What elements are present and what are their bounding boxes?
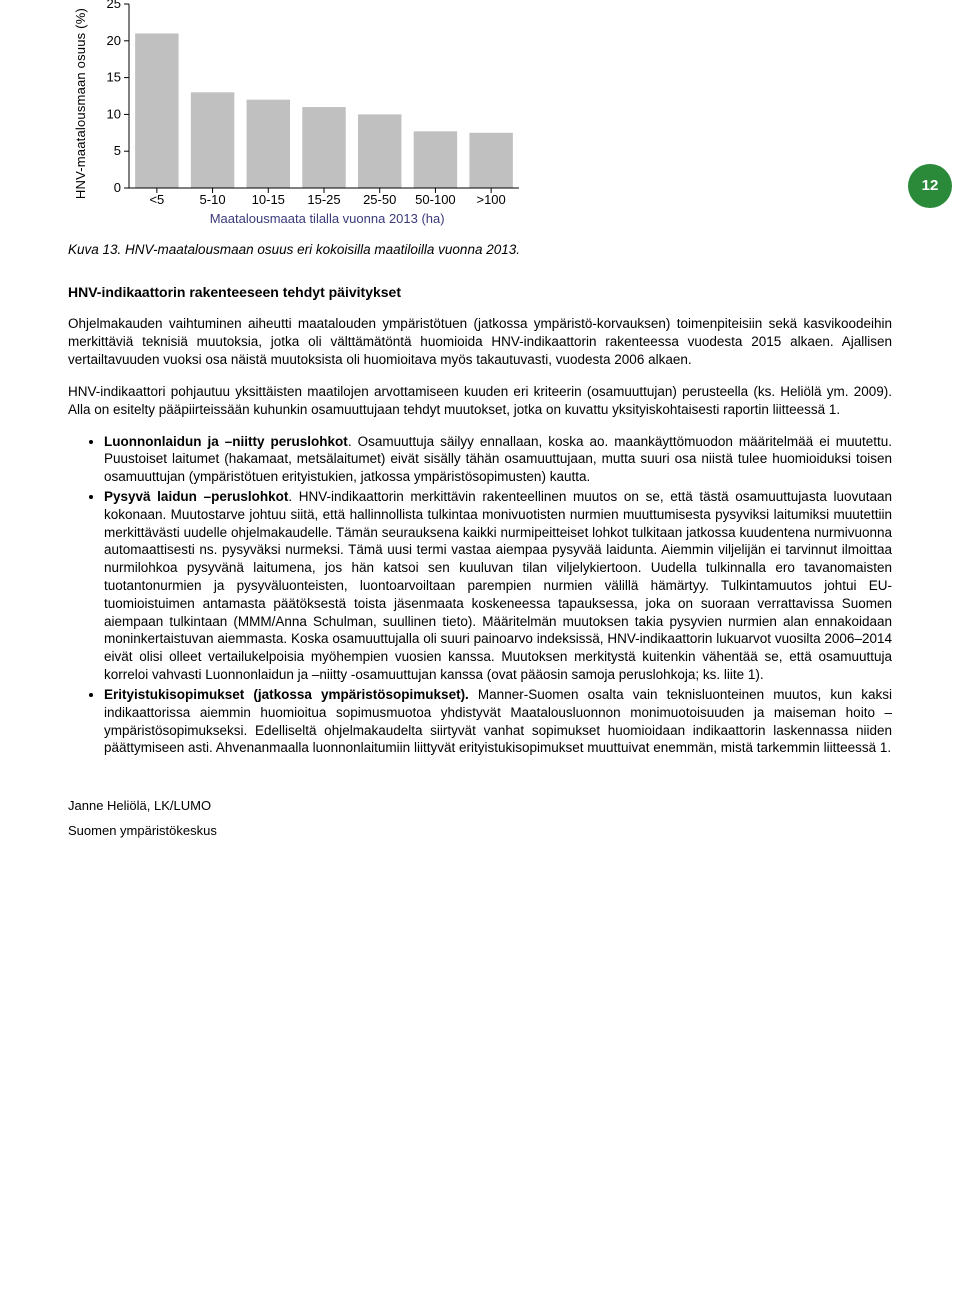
chart-xlabel: Maatalousmaata tilalla vuonna 2013 (ha) [129,210,525,227]
svg-text:15-25: 15-25 [308,192,341,207]
section-heading: HNV-indikaattorin rakenteeseen tehdyt pä… [68,283,892,301]
chart-container: HNV-maatalousmaan osuus (%) 0 5 10 15 20 25 <5… [68,0,892,227]
svg-text:>100: >100 [477,192,506,207]
svg-text:10-15: 10-15 [252,192,285,207]
list-item: Erityistukisopimukset (jatkossa ympärist… [104,686,892,757]
footer-author: Janne Heliölä, LK/LUMO [68,797,892,814]
page-number-value: 12 [922,176,939,196]
bullet-text: . HNV-indikaattorin merkittävin rakentee… [104,489,892,682]
bar-chart-svg: 0 5 10 15 20 25 <5 5-10 10-15 15-25 25-50 50-100 >10… [93,0,525,208]
svg-text:25: 25 [107,0,121,11]
svg-text:0: 0 [114,180,121,195]
chart-plot: 0 5 10 15 20 25 <5 5-10 10-15 15-25 25-50 50-100 >10… [93,0,525,227]
svg-text:10: 10 [107,106,121,121]
footer-org: Suomen ympäristökeskus [68,822,892,839]
svg-text:15: 15 [107,70,121,85]
list-item: Luonnonlaidun ja –niitty peruslohkot. Os… [104,433,892,486]
figure-caption: Kuva 13. HNV-maatalousmaan osuus eri kok… [68,241,892,259]
paragraph-1: Ohjelmakauden vaihtuminen aiheutti maata… [68,315,892,368]
bullet-lead: Pysyvä laidun –peruslohkot [104,489,288,504]
chart-ylabel: HNV-maatalousmaan osuus (%) [68,8,93,199]
page-number-badge: 12 [908,164,952,208]
svg-text:5-10: 5-10 [200,192,226,207]
list-item: Pysyvä laidun –peruslohkot. HNV-indikaat… [104,488,892,684]
bullet-lead: Luonnonlaidun ja –niitty peruslohkot [104,434,348,449]
page-footer: Janne Heliölä, LK/LUMO Suomen ympäristök… [68,797,892,839]
svg-text:<5: <5 [150,192,165,207]
svg-text:5: 5 [114,143,121,158]
svg-text:50-100: 50-100 [415,192,455,207]
bullet-lead: Erityistukisopimukset (jatkossa ympärist… [104,687,469,702]
paragraph-2: HNV-indikaattori pohjautuu yksittäisten … [68,383,892,419]
svg-text:25-50: 25-50 [363,192,396,207]
bullet-list: Luonnonlaidun ja –niitty peruslohkot. Os… [68,433,892,758]
svg-text:20: 20 [107,33,121,48]
